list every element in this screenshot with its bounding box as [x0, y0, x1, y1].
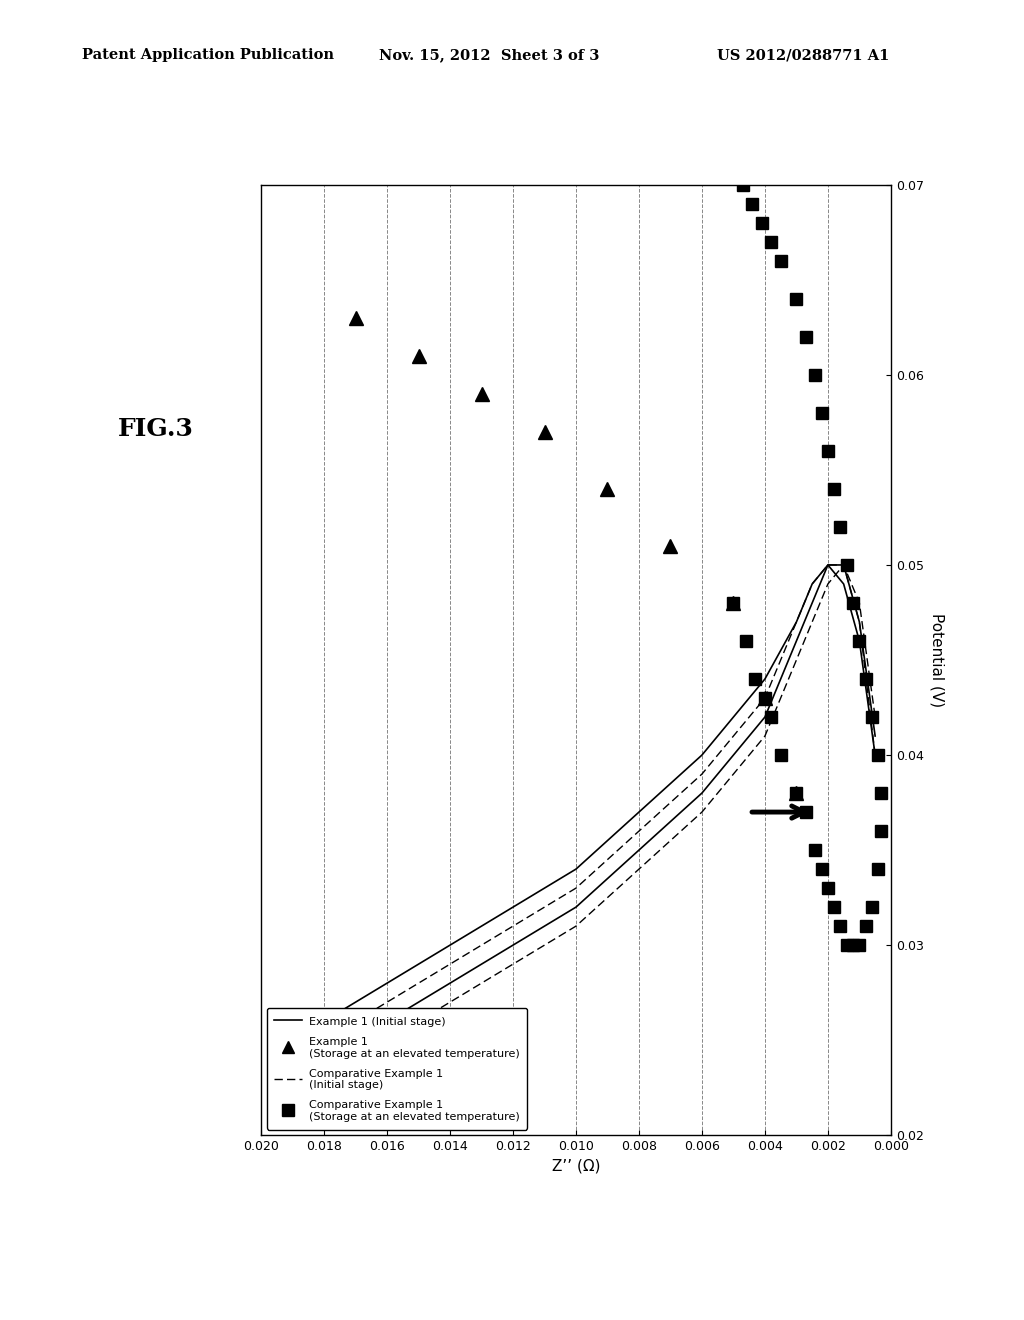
- Text: Nov. 15, 2012  Sheet 3 of 3: Nov. 15, 2012 Sheet 3 of 3: [379, 49, 599, 62]
- X-axis label: Z’’ (Ω): Z’’ (Ω): [552, 1159, 600, 1173]
- Text: Patent Application Publication: Patent Application Publication: [82, 49, 334, 62]
- Text: FIG.3: FIG.3: [118, 417, 194, 441]
- Legend: Example 1 (Initial stage), Example 1
(Storage at an elevated temperature), Compa: Example 1 (Initial stage), Example 1 (St…: [266, 1008, 527, 1130]
- Text: US 2012/0288771 A1: US 2012/0288771 A1: [717, 49, 889, 62]
- Y-axis label: Potential (V): Potential (V): [930, 612, 944, 708]
